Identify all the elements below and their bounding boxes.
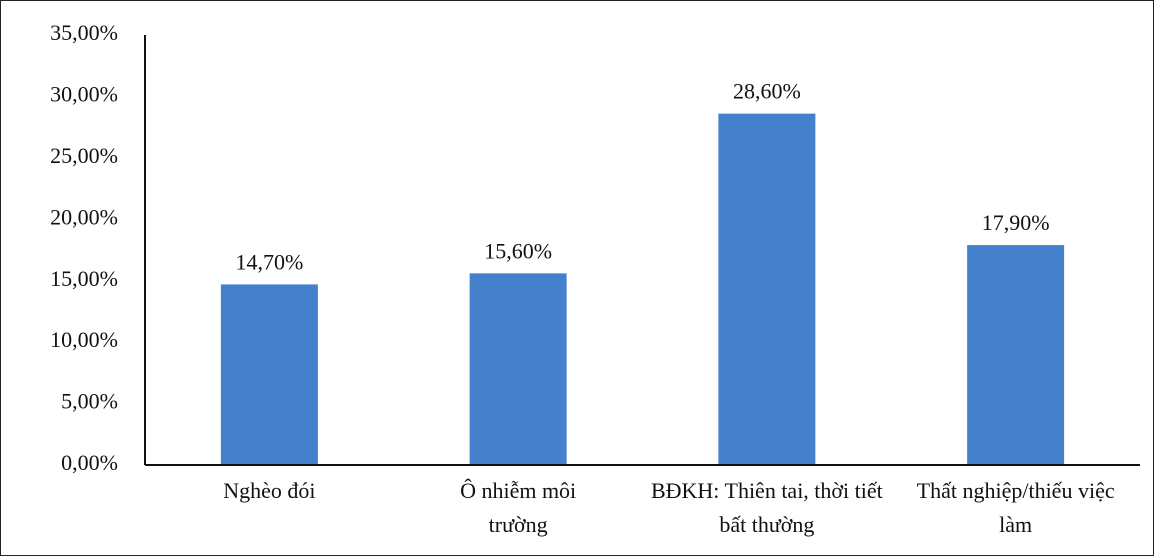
x-tick-label: Thất nghiệp/thiếu việc làm	[916, 478, 1115, 537]
y-tick-label: 35,00%	[50, 20, 118, 45]
data-label: 15,60%	[484, 238, 552, 263]
y-tick-label: 30,00%	[50, 81, 118, 106]
y-tick-label: 10,00%	[50, 327, 118, 352]
x-tick-label: Ô nhiễm môi trường	[460, 478, 577, 537]
y-tick-label: 20,00%	[50, 204, 118, 229]
y-tick-label: 0,00%	[61, 450, 118, 475]
data-label: 17,90%	[982, 210, 1050, 235]
y-tick-label: 5,00%	[61, 389, 118, 414]
y-tick-label: 15,00%	[50, 266, 118, 291]
y-tick-label: 25,00%	[50, 143, 118, 168]
bar	[469, 273, 567, 465]
data-label: 28,60%	[733, 79, 801, 104]
bar	[718, 113, 816, 465]
data-label: 14,70%	[235, 249, 303, 274]
bar	[220, 284, 318, 465]
x-tick-label: BĐKH: Thiên tai, thời tiết bất thường	[650, 478, 883, 537]
bar	[967, 245, 1065, 465]
x-tick-label: Nghèo đói	[223, 478, 316, 503]
